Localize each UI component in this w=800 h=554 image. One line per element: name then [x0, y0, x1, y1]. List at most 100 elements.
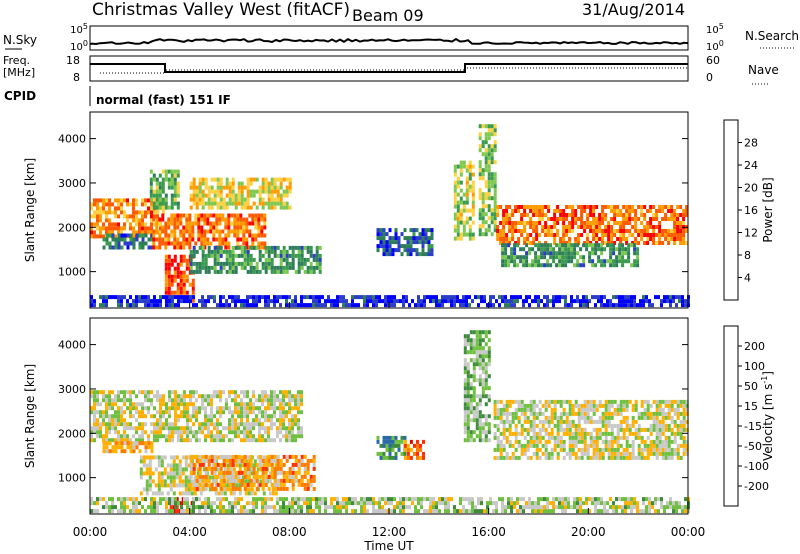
power-cell	[484, 140, 488, 145]
velocity-cell	[111, 505, 114, 510]
power-cell	[218, 217, 222, 222]
velocity-cell	[183, 414, 186, 419]
velocity-cell	[132, 445, 136, 450]
power-cell	[318, 261, 322, 266]
velocity-cell	[148, 471, 152, 476]
velocity-cell	[207, 418, 210, 423]
velocity-cell	[616, 403, 620, 408]
power-cell	[117, 303, 120, 308]
power-cell	[484, 124, 488, 129]
power-cell	[529, 221, 533, 225]
power-cell	[176, 237, 180, 242]
velocity-cell	[250, 471, 254, 476]
velocity-cell	[285, 474, 289, 479]
velocity-cell	[246, 434, 249, 439]
velocity-cell	[222, 438, 225, 443]
power-cell	[221, 229, 225, 234]
power-cell	[496, 237, 500, 241]
power-cell	[210, 253, 214, 258]
power-cell	[201, 265, 205, 270]
power-cell	[182, 286, 186, 291]
velocity-cell	[105, 422, 108, 427]
velocity-cell	[481, 370, 485, 375]
power-cell	[216, 261, 220, 266]
velocity-cell	[559, 399, 563, 404]
power-cell	[616, 205, 620, 209]
velocity-cell	[175, 483, 179, 488]
power-cell	[167, 221, 171, 226]
velocity-cell	[204, 509, 207, 514]
velocity-cell	[219, 430, 222, 435]
velocity-cell	[658, 407, 662, 412]
velocity-cell	[505, 451, 509, 456]
velocity-cell	[217, 455, 221, 460]
velocity-cell	[157, 483, 161, 488]
velocity-cell	[291, 426, 294, 431]
velocity-cell	[183, 406, 186, 411]
power-cell	[182, 233, 186, 238]
power-cell	[276, 265, 280, 270]
power-cell	[260, 245, 264, 250]
velocity-cell	[219, 497, 222, 502]
power-cell	[182, 213, 186, 218]
power-cell	[218, 213, 222, 218]
velocity-cell	[466, 414, 470, 419]
velocity-cell	[288, 438, 291, 443]
power-cell	[213, 269, 217, 274]
power-cell	[504, 243, 508, 248]
power-cell	[580, 233, 584, 237]
power-cell	[532, 241, 536, 245]
velocity-cell	[261, 470, 265, 475]
velocity-cell	[192, 486, 196, 491]
power-cell	[251, 241, 255, 246]
power-cell	[212, 225, 216, 230]
velocity-cell	[261, 422, 264, 427]
power-cell	[394, 248, 398, 253]
velocity-cell	[234, 422, 237, 427]
power-cell	[493, 124, 497, 129]
power-cell	[562, 225, 566, 229]
power-cell	[222, 265, 226, 270]
power-cell	[152, 193, 156, 198]
power-cell	[297, 245, 301, 250]
power-cell	[246, 197, 250, 202]
velocity-cell	[475, 434, 479, 439]
velocity-cell	[634, 427, 638, 432]
power-cell	[579, 255, 583, 260]
velocity-cell	[625, 423, 629, 428]
power-cell	[552, 255, 556, 260]
power-cell	[167, 217, 171, 222]
power-cell	[502, 209, 506, 213]
velocity-cell	[508, 439, 512, 444]
velocity-cell	[496, 427, 500, 432]
power-cell	[149, 197, 153, 202]
velocity-cell	[487, 398, 491, 403]
velocity-cell	[201, 474, 205, 479]
velocity-cell	[123, 402, 126, 407]
velocity-cell	[288, 501, 291, 506]
velocity-cell	[276, 466, 280, 471]
velocity-cell	[237, 434, 240, 439]
power-cell	[176, 185, 180, 190]
power-cell	[670, 205, 674, 209]
power-cell	[90, 303, 93, 308]
power-cell	[658, 221, 662, 225]
velocity-cell	[478, 366, 482, 371]
power-cell	[507, 299, 510, 304]
power-cell	[462, 192, 466, 197]
power-cell	[164, 205, 168, 210]
power-cell	[673, 233, 677, 237]
velocity-cell	[592, 435, 596, 440]
power-cell	[552, 259, 556, 264]
velocity-cell	[228, 430, 231, 435]
velocity-cell	[499, 407, 503, 412]
velocity-cell	[595, 455, 599, 460]
power-cell	[173, 213, 177, 218]
velocity-cell	[271, 487, 275, 492]
power-cell	[203, 233, 207, 238]
power-cell	[144, 230, 147, 235]
power-cell	[252, 303, 255, 308]
power-cell	[176, 217, 180, 222]
power-cell	[600, 263, 604, 268]
velocity-cell	[577, 403, 581, 408]
